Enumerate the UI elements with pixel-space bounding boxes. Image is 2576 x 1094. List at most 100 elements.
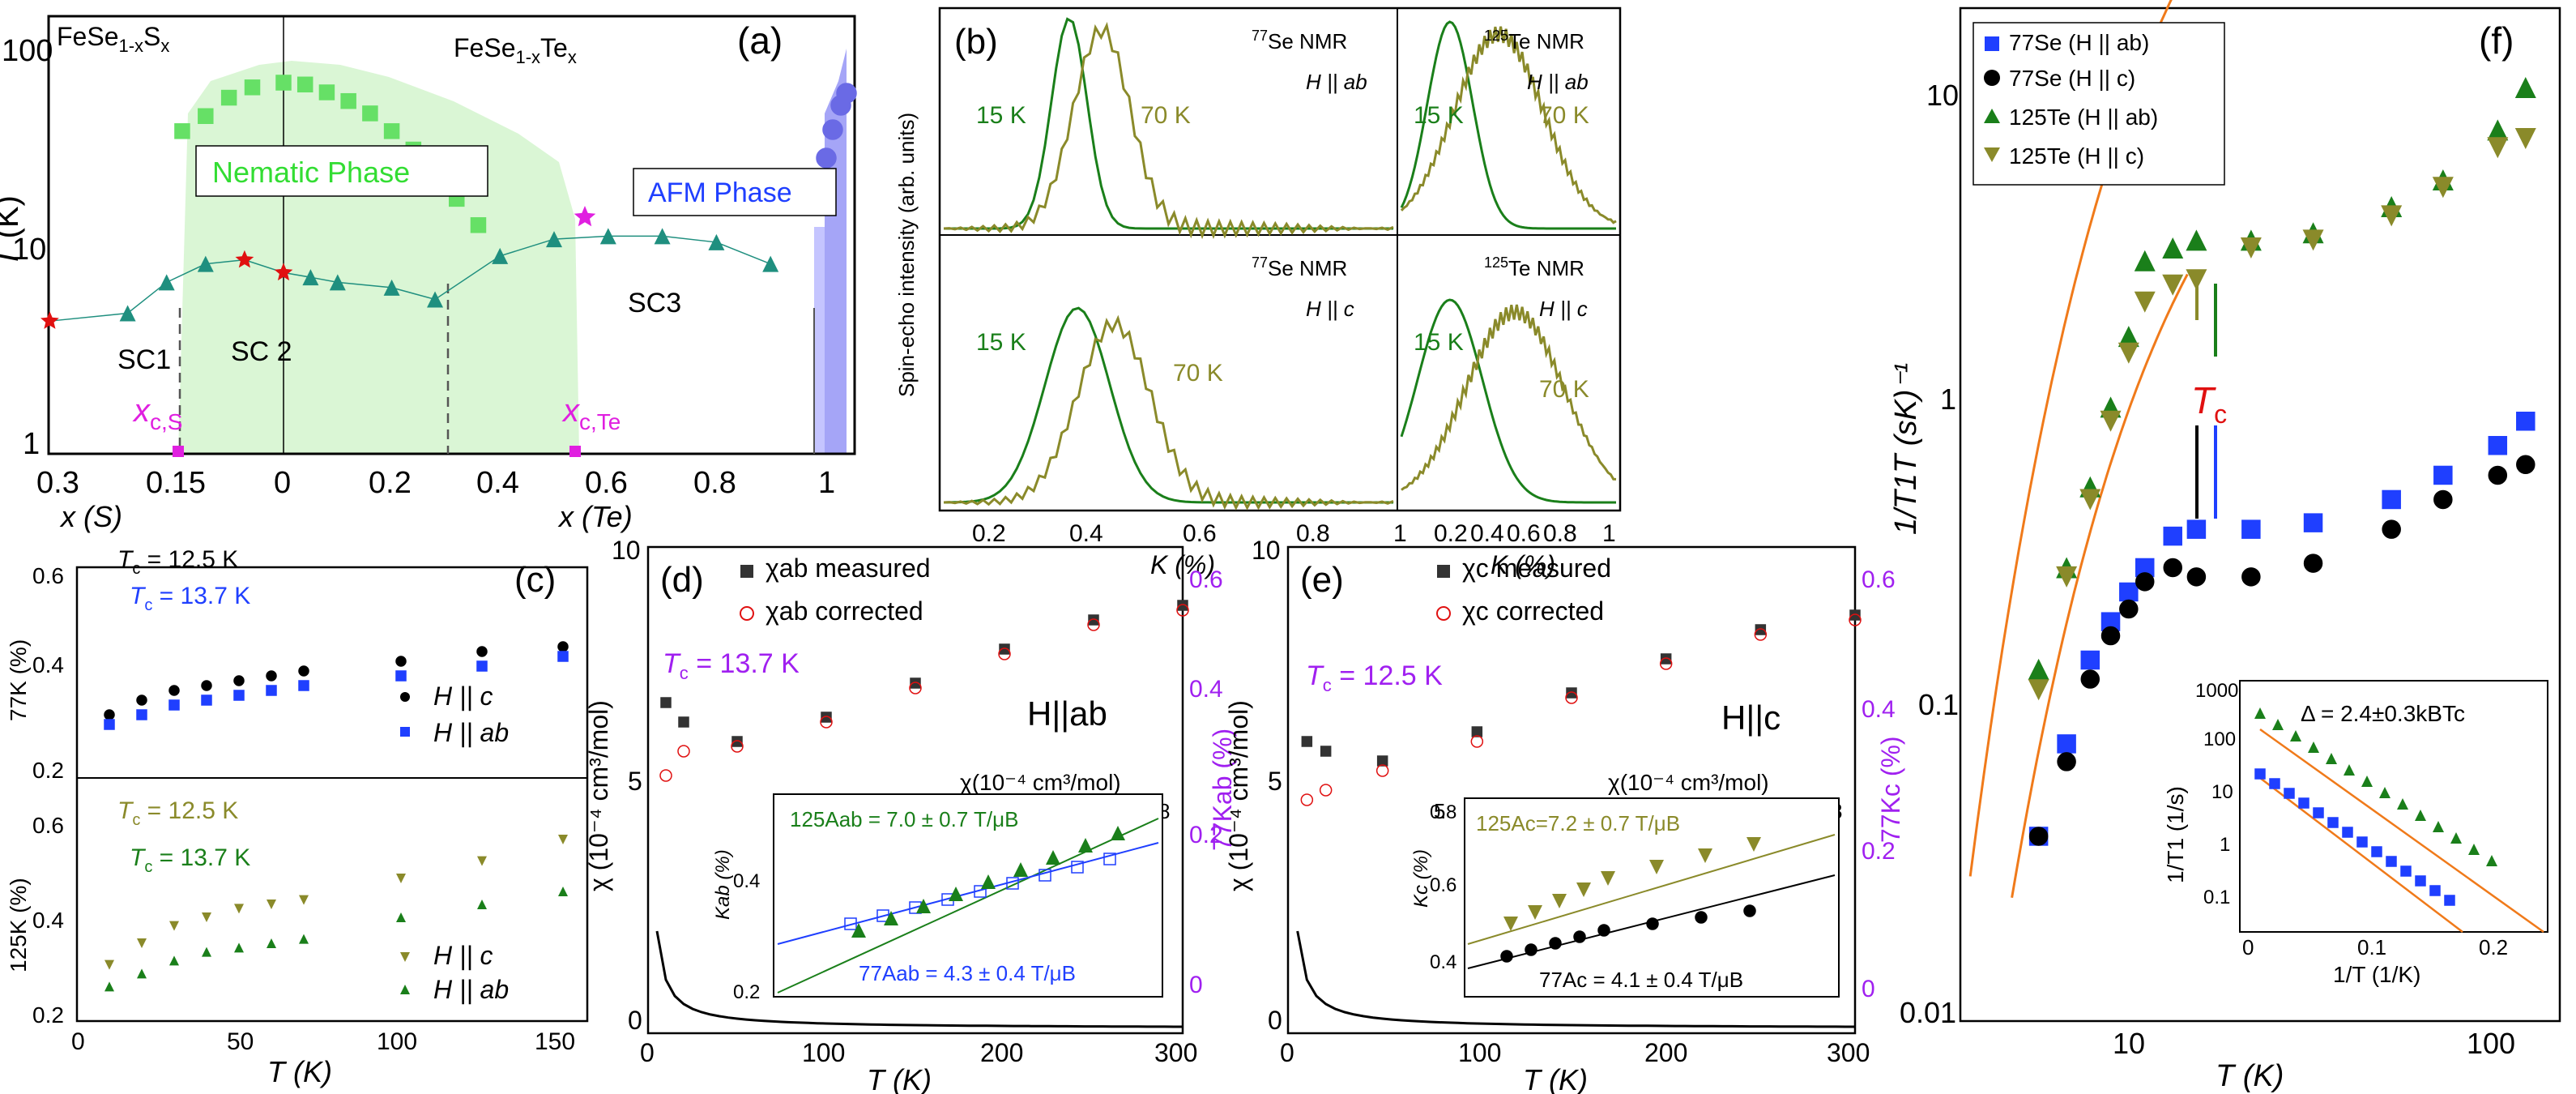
f-point — [2080, 650, 2100, 670]
nematic-point — [362, 105, 378, 122]
e-xtick-200: 200 — [1644, 1038, 1687, 1067]
f-inset-xtick-0: 0 — [2242, 935, 2254, 959]
c-xtick-100: 100 — [377, 1028, 417, 1055]
nematic-point — [318, 84, 335, 100]
f-point — [2079, 489, 2101, 511]
te-ab-15k: 15 K — [1414, 102, 1464, 129]
c-point — [396, 912, 406, 922]
c-point — [202, 947, 211, 957]
f-xtick-100: 100 — [2467, 1027, 2515, 1060]
b-xtick-1b: 1 — [1602, 520, 1616, 547]
e-xtick-100: 100 — [1458, 1038, 1501, 1067]
c-legend-c2-marker — [400, 952, 410, 962]
b-xtick-0.4a: 0.4 — [1069, 520, 1103, 547]
d-ytick-0: 0 — [628, 1006, 642, 1035]
f-legend-marker-3 — [1984, 147, 2000, 162]
xtick-te-0.2: 0.2 — [369, 466, 412, 500]
f-inset-se-point — [2429, 885, 2441, 896]
chi-measured-point — [910, 677, 921, 689]
chi-corrected-point — [659, 769, 672, 782]
chi-measured-point — [1566, 687, 1577, 699]
d-inset-se-point — [1006, 877, 1019, 890]
f-point — [2134, 291, 2156, 313]
f-ylabel: 1/T1T (sK)⁻¹ — [1889, 363, 1923, 535]
f-inset-fit-te — [2259, 728, 2544, 934]
panel-e-frame — [1286, 545, 1857, 1035]
f-point — [2303, 553, 2323, 573]
c-ytick-bot-0.6: 0.6 — [32, 813, 64, 838]
f-point — [2186, 229, 2207, 251]
f-inset-se-point — [2371, 846, 2382, 857]
xtick-te-1: 1 — [818, 466, 835, 500]
d-ylabel: χ (10⁻⁴ cm³/mol) — [584, 700, 613, 891]
xtick-te-0.8: 0.8 — [693, 466, 736, 500]
c-point — [234, 942, 244, 953]
f-inset-te-point — [2450, 832, 2462, 844]
chi-c-curves — [1296, 609, 1862, 1028]
f-legend-marker-2 — [1984, 109, 2000, 123]
f-legend-marker-1 — [1984, 70, 2000, 86]
d-legend-measured-marker — [740, 565, 753, 578]
e-fit-se: 77Ac = 4.1 ± 0.4 T/μB — [1539, 968, 1743, 992]
c-ytick-bot-0.2: 0.2 — [32, 1002, 64, 1028]
f-point — [2381, 205, 2403, 227]
f-inset-te-point — [2433, 821, 2444, 832]
nematic-point — [198, 108, 214, 125]
nmr-spectra — [943, 17, 1617, 511]
f-xtick-10: 10 — [2113, 1027, 2145, 1060]
c-ytick-top-0.4: 0.4 — [32, 652, 64, 677]
chi-measured-point — [731, 736, 743, 747]
c-point — [298, 665, 309, 677]
e-yrtick-0.6: 0.6 — [1862, 566, 1896, 593]
e-inset-ylabel: Kc (%) — [1410, 849, 1432, 908]
chi-measured-point — [1376, 755, 1388, 767]
ytick-1: 1 — [23, 427, 40, 461]
f-point — [2432, 177, 2454, 199]
e-ytick-5: 5 — [1268, 767, 1282, 796]
chi-corrected-point — [1319, 784, 1333, 797]
f-point — [2303, 513, 2323, 532]
tc-point — [197, 255, 214, 272]
chi-corrected-point — [1470, 735, 1484, 748]
tc-point — [427, 291, 444, 308]
e-inset-frame — [1464, 797, 1840, 998]
f-inset-ytick-1000: 1000 — [2195, 680, 2238, 702]
f-point — [2028, 827, 2049, 846]
c-point — [104, 709, 115, 720]
panel-e: (e) χc measured χc corrected Tc = 12.5 K… — [1224, 536, 1905, 1094]
f-inset-se-point — [2356, 836, 2368, 848]
c-point — [201, 680, 212, 691]
c-point — [299, 895, 309, 905]
c-point — [168, 699, 180, 711]
f-inset-frame — [2239, 680, 2548, 933]
d-inset-te-point — [1013, 862, 1028, 877]
e-inset-se-point — [1646, 917, 1659, 930]
e-top-xtick-5: 5 — [1434, 799, 1445, 823]
c-point — [233, 690, 245, 701]
se-c-15k: 15 K — [976, 329, 1026, 356]
c-ytick-top-0.2: 0.2 — [32, 758, 64, 783]
d-inset-te-point — [851, 923, 866, 938]
e-ylabel: χ (10⁻⁴ cm³/mol) — [1224, 700, 1253, 891]
te-ab-70k-curve — [1400, 26, 1617, 224]
f-ytick-0.01: 0.01 — [1900, 996, 1956, 1029]
e-inset-se-point — [1597, 924, 1610, 937]
panel-f-label: (f) — [2479, 19, 2514, 62]
chi-corrected-point — [820, 716, 833, 729]
f-ytick-10: 10 — [1926, 79, 1959, 112]
c-point — [558, 887, 568, 896]
e-yrtick-0.4: 0.4 — [1862, 696, 1896, 723]
f-point — [2514, 76, 2536, 98]
nematic-label: Nematic Phase — [212, 156, 410, 189]
d-legend-corrected: χab corrected — [766, 596, 923, 626]
f-inset-te-point — [2415, 810, 2426, 821]
c-legend-ab2-marker — [400, 985, 410, 994]
tc-point — [383, 279, 400, 296]
panel-b-xticks: 0.2 0.4 0.6 0.8 1 0.2 0.4 0.6 0.8 1 — [972, 520, 1616, 547]
c-ytick-top-0.6: 0.6 — [32, 563, 64, 588]
d-legend-corrected-marker — [740, 606, 754, 621]
b-xtick-0.8a: 0.8 — [1296, 520, 1330, 547]
panel-b: (b) 77Se NMR H || ab 125Te NMR H || ab 7… — [894, 6, 1622, 579]
d-yrtick-0.4: 0.4 — [1189, 676, 1223, 703]
c-point — [266, 685, 277, 696]
